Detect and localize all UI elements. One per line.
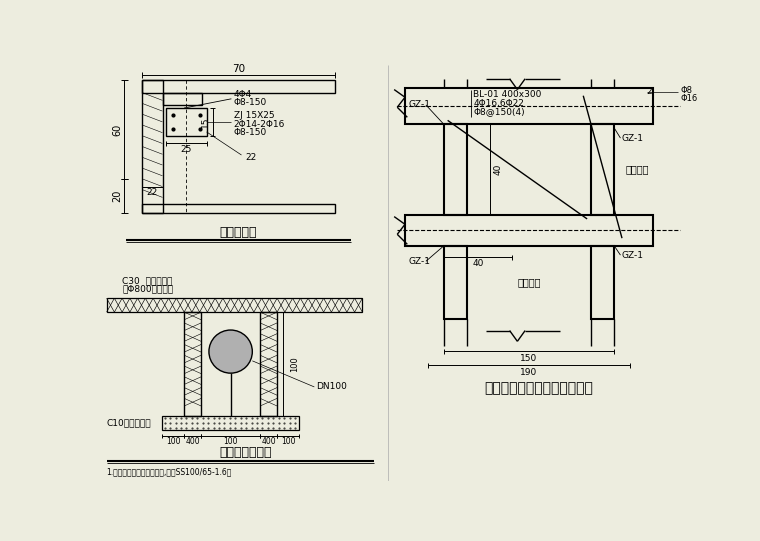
Text: 40: 40 (493, 164, 502, 175)
Text: Φ8@150(4): Φ8@150(4) (473, 108, 525, 116)
Bar (163, 93, 202, 105)
Text: ZJ 15X25: ZJ 15X25 (234, 111, 274, 120)
Text: 400: 400 (185, 437, 200, 446)
Bar (141, 203, 335, 213)
Bar (405, 215, 653, 246)
Text: 150: 150 (521, 354, 537, 363)
Bar (591, 124, 614, 215)
Text: C30  混凝土井圈: C30 混凝土井圈 (122, 276, 173, 285)
Text: C10混凝土基础: C10混凝土基础 (106, 419, 151, 427)
Text: 共用管沟: 共用管沟 (518, 278, 541, 287)
Text: 20: 20 (112, 190, 122, 202)
Text: 4Φ4: 4Φ4 (234, 90, 252, 98)
Text: 40: 40 (472, 259, 483, 268)
Text: 2: 2 (646, 87, 652, 96)
Text: Φ8-150: Φ8-150 (234, 98, 267, 107)
Text: 100: 100 (290, 356, 299, 372)
Text: 190: 190 (521, 368, 537, 377)
Text: 1.消火栓采用以下手消功栓,刑星SS100/65-1.6型: 1.消火栓采用以下手消功栓,刑星SS100/65-1.6型 (106, 467, 232, 476)
Text: 22: 22 (147, 188, 158, 197)
Bar (106, 298, 363, 312)
Text: 或Φ800铸铁井圈: 或Φ800铸铁井圈 (122, 285, 173, 293)
Bar (141, 80, 163, 213)
Text: DN100: DN100 (316, 382, 347, 392)
Text: GZ-1: GZ-1 (622, 250, 644, 260)
Text: 100: 100 (280, 437, 295, 446)
Bar (141, 80, 335, 93)
Bar (166, 108, 207, 136)
Bar (260, 312, 277, 416)
Text: Φ8-150: Φ8-150 (234, 128, 267, 137)
Text: 100: 100 (223, 437, 238, 446)
Text: 给水管支架: 给水管支架 (220, 226, 257, 239)
Text: 100: 100 (166, 437, 181, 446)
Text: 22: 22 (245, 153, 257, 162)
Text: 15: 15 (201, 116, 210, 128)
Text: Φ16: Φ16 (680, 94, 698, 103)
Text: GZ-1: GZ-1 (622, 134, 644, 143)
Bar (444, 246, 467, 319)
Text: BL-01 400x300: BL-01 400x300 (473, 90, 542, 98)
Bar (591, 246, 614, 319)
Text: 共用管沟交叉处顶板配筋大样: 共用管沟交叉处顶板配筋大样 (484, 381, 593, 395)
Circle shape (209, 330, 252, 373)
Text: 70: 70 (232, 64, 245, 74)
Text: 60: 60 (112, 123, 122, 136)
Text: 400: 400 (261, 437, 276, 446)
Text: GZ-1: GZ-1 (409, 257, 431, 266)
Text: 共用管沟: 共用管沟 (626, 164, 649, 175)
Bar (163, 416, 299, 430)
Bar (184, 312, 201, 416)
Text: 消火栓井大样图: 消火栓井大样图 (220, 446, 272, 459)
Text: GZ-1: GZ-1 (409, 101, 431, 109)
Text: 4Φ16,6Φ22: 4Φ16,6Φ22 (473, 99, 524, 108)
Bar (405, 88, 653, 124)
Text: Φ8: Φ8 (680, 86, 692, 95)
Text: 25: 25 (181, 145, 192, 154)
Bar (444, 124, 467, 215)
Text: 2Φ14-2Φ16: 2Φ14-2Φ16 (234, 120, 285, 129)
